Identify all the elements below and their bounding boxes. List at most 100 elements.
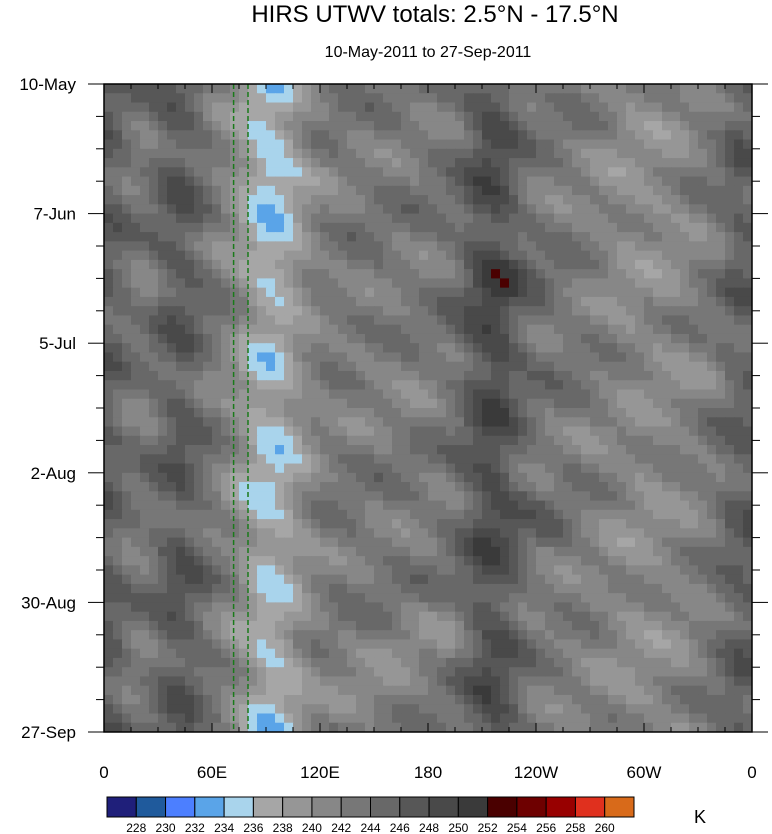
field-cell [707,241,717,252]
field-cell [455,537,465,548]
field-cell [383,250,393,261]
field-cell [599,158,609,168]
field-cell [365,93,375,104]
field-cell [248,463,258,474]
field-cell [707,565,717,576]
field-cell [635,408,645,418]
field-cell [554,426,564,437]
field-cell [671,593,681,603]
field-cell [491,435,501,446]
field-cell [140,232,150,242]
field-cell [329,213,339,224]
field-cell [482,500,492,511]
field-cell [509,84,519,94]
field-cell [329,685,339,696]
field-cell [185,269,195,279]
field-cell [419,482,429,492]
field-cell [347,519,357,529]
field-cell [302,611,312,622]
field-cell [572,657,582,668]
field-cell [374,185,384,196]
field-cell [581,269,591,279]
field-cell [473,259,483,270]
field-cell [734,648,744,659]
field-cell [644,241,654,252]
field-cell [725,611,735,622]
field-cell [113,435,123,446]
field-cell [212,667,222,678]
field-cell [140,343,150,354]
field-cell [689,602,699,613]
field-cell [626,611,636,622]
field-cell [491,620,501,631]
field-cell [455,435,465,446]
field-cell [230,148,240,159]
field-cell [347,454,357,465]
field-cell [248,343,258,354]
field-cell [140,417,150,428]
field-cell [428,630,438,641]
field-cell [446,158,456,168]
field-cell [671,361,681,372]
field-cell [590,398,600,409]
field-cell [113,389,123,400]
field-cell [167,630,177,641]
field-cell [716,408,726,418]
field-cell [149,694,159,705]
field-cell [635,185,645,196]
field-cell [536,222,546,233]
field-cell [275,315,285,326]
field-cell [599,278,609,289]
field-cell [707,111,717,122]
field-cell [617,352,627,363]
field-cell [509,426,519,437]
field-cell [104,130,114,141]
field-cell [608,445,618,455]
field-cell [239,389,249,400]
field-cell [329,630,339,641]
field-cell [311,648,321,659]
field-cell [635,472,645,483]
field-cell [104,352,114,363]
field-cell [284,620,294,631]
field-cell [311,102,321,113]
field-cell [635,482,645,492]
field-cell [365,269,375,279]
field-cell [122,667,132,678]
field-cell [653,472,663,483]
field-cell [203,509,213,520]
field-cell [671,139,681,150]
field-cell [680,93,690,104]
field-cell [221,408,231,418]
field-cell [437,222,447,233]
field-cell [716,195,726,205]
field-cell [167,352,177,363]
field-cell [248,694,258,705]
field-cell [122,685,132,696]
field-cell [176,648,186,659]
field-cell [203,324,213,335]
field-cell [509,472,519,483]
field-cell [473,352,483,363]
field-cell [167,519,177,529]
field-cell [302,195,312,205]
field-cell [140,315,150,326]
field-cell [689,148,699,159]
field-cell [383,602,393,613]
field-cell [437,435,447,446]
field-cell [698,574,708,585]
field-cell [338,213,348,224]
field-cell [320,278,330,289]
field-cell [185,565,195,576]
field-cell [518,500,528,511]
field-cell [293,370,303,381]
field-cell [320,546,330,557]
field-cell [149,139,159,150]
field-cell [671,704,681,715]
field-cell [716,158,726,168]
field-cell [626,509,636,520]
field-cell [482,694,492,705]
field-cell [329,593,339,603]
field-cell [671,417,681,428]
field-cell [248,167,258,178]
